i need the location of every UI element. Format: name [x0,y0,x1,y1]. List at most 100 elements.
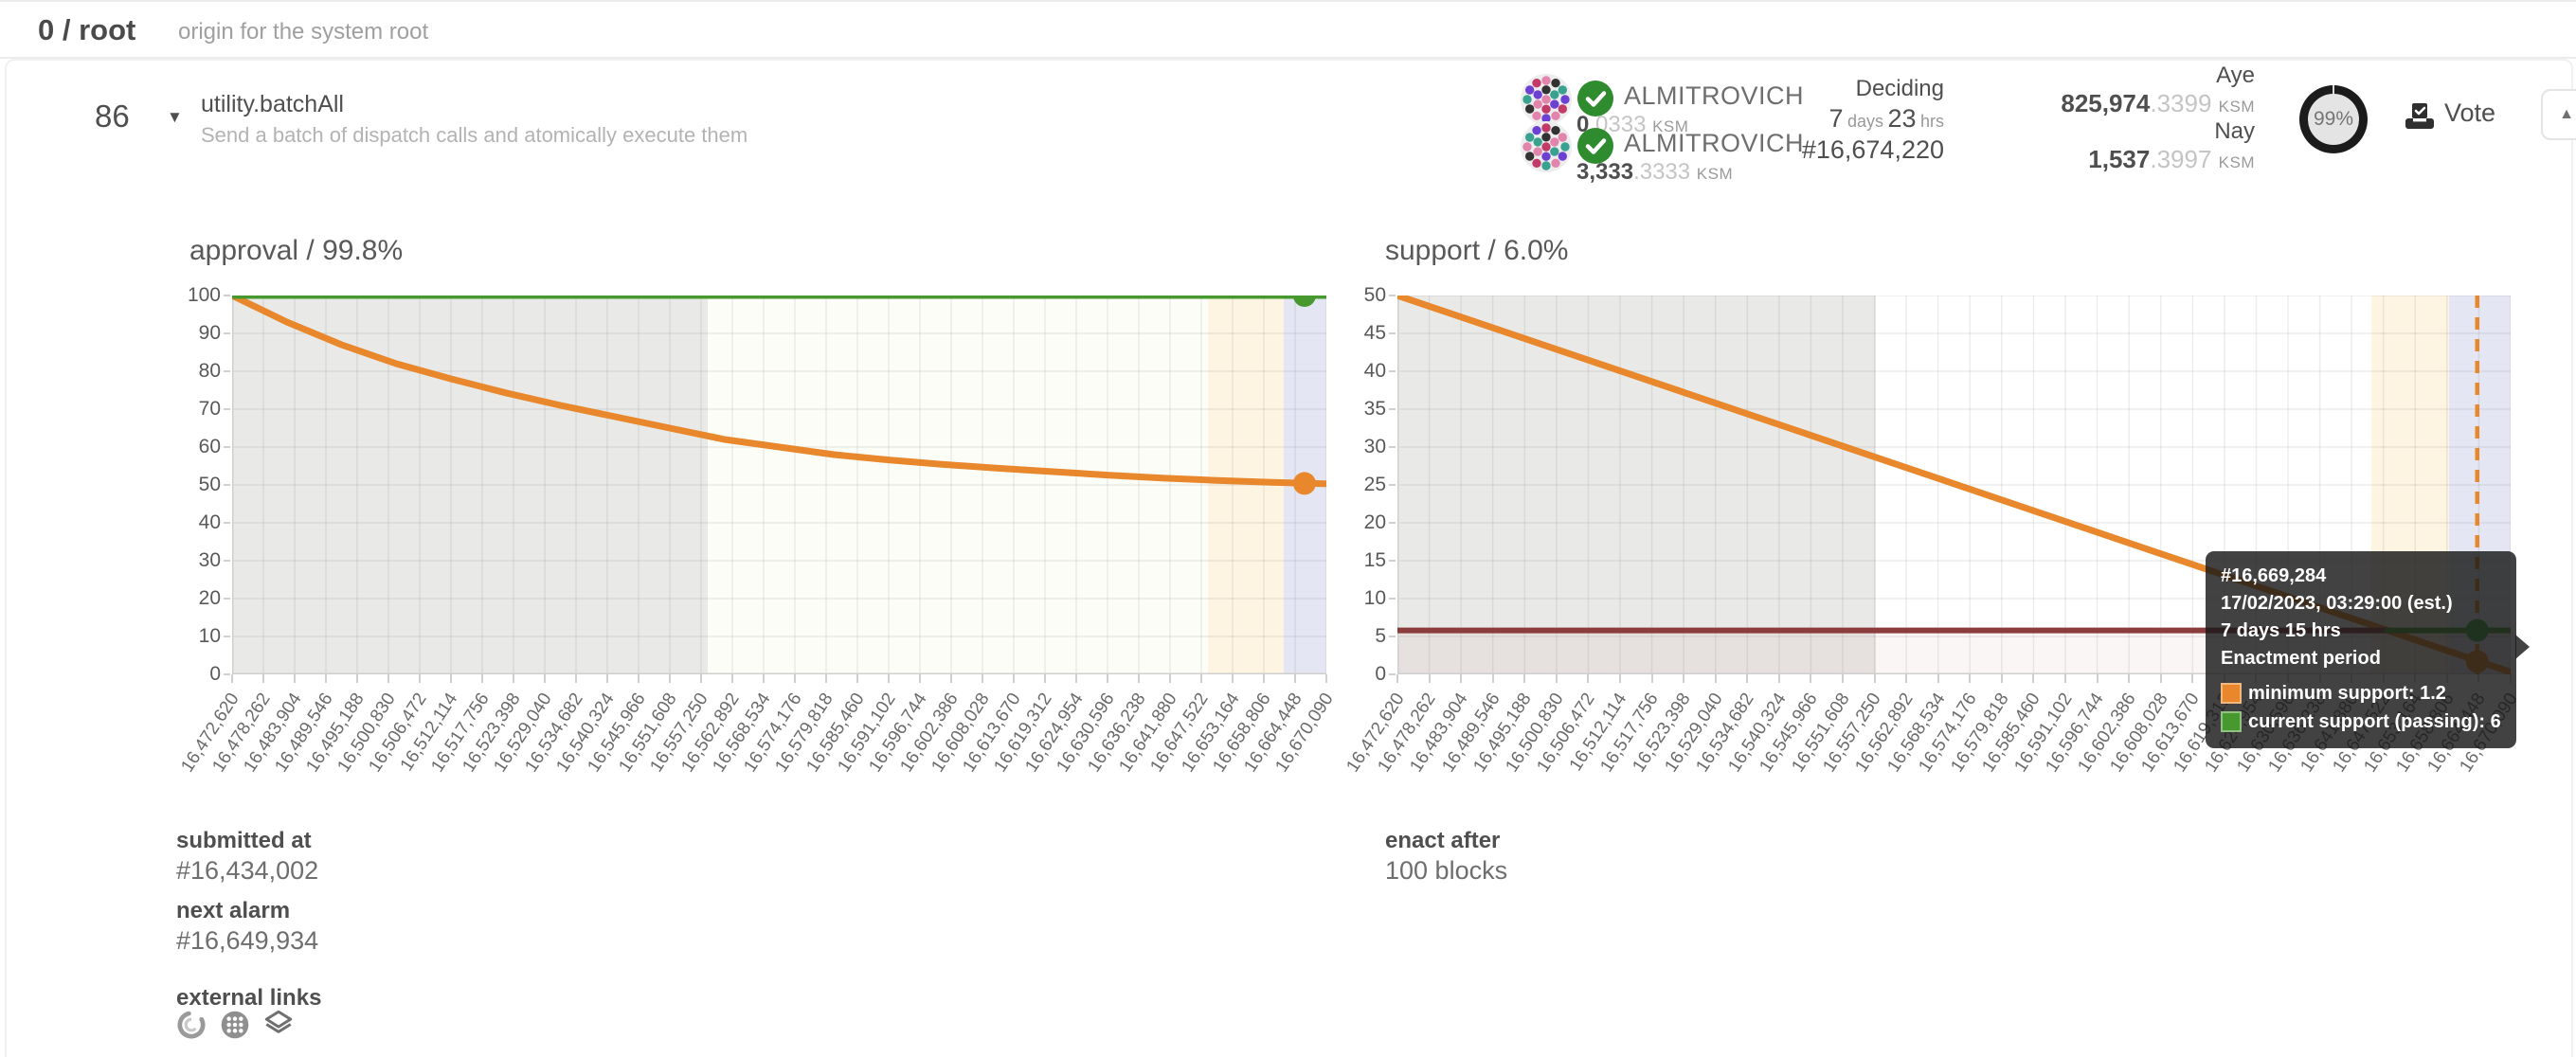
x-axis-tick [1650,674,1653,683]
approval-chart-title: approval / 99.8% [189,235,404,266]
ballot-check-icon[interactable] [2405,102,2435,131]
x-axis-tick [325,674,327,683]
x-axis-tick [856,674,858,683]
y-axis-tick [1389,295,1396,296]
enact-after-value: 100 blocks [1385,856,1508,885]
amount-int: 3,333 [1576,159,1634,185]
x-axis-tick [1873,674,1876,683]
y-axis-tick [1389,408,1396,410]
x-axis-tick [638,674,639,683]
y-axis-label: 80 [198,360,221,382]
hours-unit: hrs [1919,112,1944,131]
x-axis-tick [1325,674,1327,683]
y-axis-tick [1389,560,1396,562]
x-axis-tick [1263,674,1265,683]
y-axis-tick [1389,636,1396,637]
y-axis-tick [1389,522,1396,524]
external-links [174,1008,296,1042]
tooltip-datetime: 17/02/2023, 03:29:00 (est.) [2221,593,2453,614]
days-value: 7 [1828,104,1844,133]
account-balance: 3,333.3333 KSM [1576,159,1733,186]
y-axis-label: 35 [1363,398,1386,420]
chevron-up-icon: ▲ [2559,106,2574,122]
x-axis-tick [450,674,452,683]
y-axis-tick [224,408,230,410]
x-axis-tick [294,674,296,683]
y-axis-label: 30 [198,549,221,571]
x-axis-tick [1044,674,1046,683]
x-axis-tick [1777,674,1780,683]
y-axis-label: 40 [1363,360,1386,382]
x-axis-tick [2032,674,2035,683]
identicon[interactable] [1521,74,1572,125]
x-axis-tick [1619,674,1621,683]
x-axis-tick [544,674,546,683]
x-axis-tick [669,674,671,683]
y-axis-tick [1389,598,1396,600]
legend-swatch [2221,683,2242,704]
x-axis-tick [825,674,827,683]
next-alarm-value: #16,649,934 [176,926,319,955]
crescent-icon[interactable] [174,1008,208,1042]
x-axis-tick [1491,674,1494,683]
aye-amount: 825,974.3399 KSM [1971,89,2255,118]
x-axis-tick [231,674,233,683]
account-name[interactable]: ALMITROVICH [1624,129,1805,157]
x-axis-tick [1905,674,1908,683]
dotted-circle-icon[interactable] [218,1008,252,1042]
y-axis-tick [224,636,230,637]
identicon[interactable] [1521,121,1572,172]
x-axis-tick [950,674,952,683]
x-axis-tick [888,674,890,683]
x-axis-tick [262,674,264,683]
x-axis-tick [2128,674,2131,683]
y-axis-label: 50 [198,474,221,495]
x-axis-tick [1555,674,1558,683]
y-axis-tick [224,295,230,296]
approval-chart[interactable] [232,296,1326,674]
y-axis-tick [224,370,230,372]
votes-column: Aye 825,974.3399 KSM Nay 1,537.3997 KSM [1971,63,2255,174]
y-axis-tick [224,560,230,562]
support-chart-title: support / 6.0% [1385,235,1569,266]
layered-diamond-icon[interactable] [261,1008,296,1042]
amount-unit: KSM [2218,153,2255,171]
x-axis-tick [1232,674,1234,683]
x-axis-tick [1810,674,1812,683]
y-axis-label: 0 [1375,663,1386,685]
x-axis-tick [1683,674,1685,683]
y-axis-label: 20 [1363,511,1386,533]
y-axis-label: 50 [1363,284,1386,306]
submitted-at-value: #16,434,002 [176,856,319,885]
account-name[interactable]: ALMITROVICH [1624,81,1805,110]
amount-unit: KSM [1652,117,1689,135]
x-axis-tick [982,674,983,683]
nay-label: Nay [2214,118,2255,144]
tooltip-legend-item: minimum support: 1.2 [2221,680,2501,707]
chevron-down-icon[interactable]: ▼ [167,108,183,126]
hours-value: 23 [1887,104,1917,133]
vote-button[interactable]: Vote [2444,99,2496,127]
x-axis-tick [1428,674,1431,683]
collapse-button[interactable]: ▲ [2541,89,2576,140]
y-axis-tick [224,522,230,524]
deciding-label: Deciding [1855,76,1944,101]
verified-check-icon [1577,128,1613,164]
x-axis-tick [2000,674,2003,683]
amount-unit: KSM [2218,98,2255,116]
tooltip-period: Enactment period [2221,648,2381,669]
chart-canvas [232,296,1326,674]
y-axis-label: 40 [198,511,221,533]
origin-subtitle: origin for the system root [178,19,429,45]
deciding-column: Deciding 7 days 23 hrs #16,674,220 [1734,76,1944,165]
y-axis-tick [1389,370,1396,372]
amount-frac: .3399 [2150,89,2212,117]
chart-band [232,296,709,674]
turnout-percentage: 99% [2308,94,2359,145]
y-axis-tick [224,332,230,334]
x-axis-tick [700,674,702,683]
y-axis-label: 45 [1363,322,1386,344]
x-axis-tick [1523,674,1526,683]
y-axis-tick [1389,484,1396,486]
